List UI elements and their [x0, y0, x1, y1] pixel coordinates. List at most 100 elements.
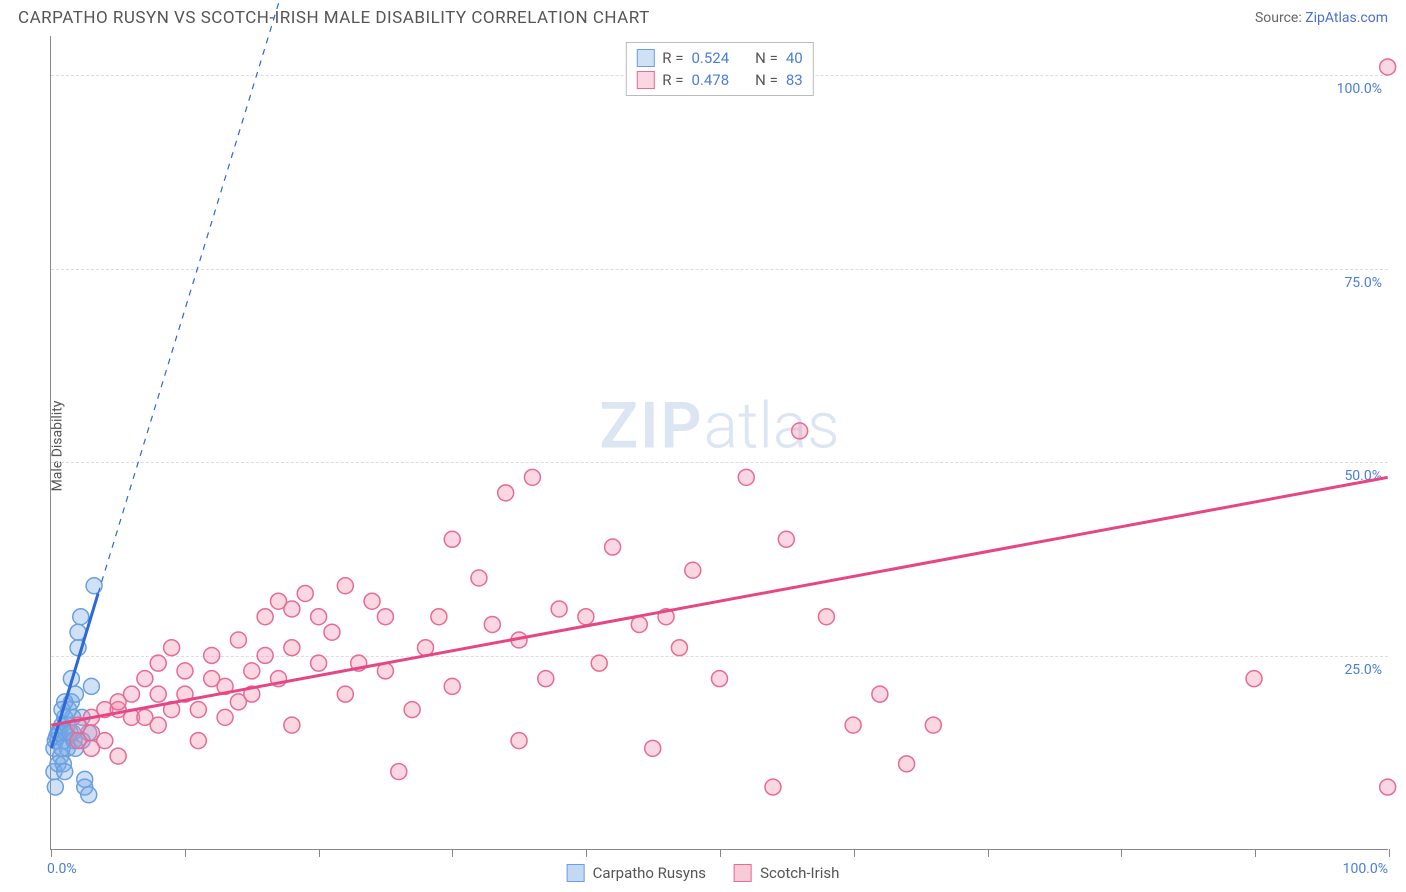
- legend-swatch: [734, 864, 752, 882]
- data-point: [925, 717, 941, 733]
- legend-r-value: 0.524: [691, 49, 729, 67]
- data-point: [845, 717, 861, 733]
- data-point: [54, 740, 70, 756]
- data-point: [645, 740, 661, 756]
- data-point: [284, 640, 300, 656]
- legend-swatch: [636, 49, 654, 67]
- data-point: [377, 609, 393, 625]
- data-point: [391, 764, 407, 780]
- data-point: [591, 655, 607, 671]
- x-tick: [319, 849, 320, 857]
- data-point: [47, 779, 63, 795]
- data-point: [190, 702, 206, 718]
- x-axis-max-label: 100.0%: [1343, 861, 1388, 877]
- data-point: [538, 671, 554, 687]
- data-point: [83, 678, 99, 694]
- x-tick: [720, 849, 721, 857]
- data-point: [471, 570, 487, 586]
- x-tick: [1255, 849, 1256, 857]
- data-point: [311, 609, 327, 625]
- data-point: [337, 686, 353, 702]
- trend-line: [51, 477, 1387, 725]
- data-point: [1246, 671, 1262, 687]
- data-point: [765, 779, 781, 795]
- data-point: [1380, 779, 1396, 795]
- data-point: [738, 469, 754, 485]
- x-tick: [586, 849, 587, 857]
- source-link[interactable]: ZipAtlas.com: [1305, 10, 1388, 26]
- data-point: [899, 756, 915, 772]
- data-point: [511, 733, 527, 749]
- data-point: [431, 609, 447, 625]
- x-tick: [1389, 849, 1390, 857]
- data-point: [150, 686, 166, 702]
- data-point: [578, 609, 594, 625]
- data-point: [444, 678, 460, 694]
- correlation-legend: R =0.524N =40R =0.478N =83: [625, 42, 813, 96]
- x-axis-min-label: 0.0%: [47, 861, 77, 877]
- legend-n-label: N =: [755, 49, 778, 67]
- data-point: [364, 593, 380, 609]
- data-point: [498, 485, 514, 501]
- data-point: [150, 717, 166, 733]
- data-point: [284, 601, 300, 617]
- data-point: [324, 624, 340, 640]
- data-point: [86, 578, 102, 594]
- legend-n-value: 40: [786, 49, 803, 67]
- data-point: [778, 531, 794, 547]
- data-point: [150, 655, 166, 671]
- data-point: [230, 632, 246, 648]
- x-tick: [988, 849, 989, 857]
- legend-row: R =0.478N =83: [636, 69, 802, 91]
- data-point: [73, 609, 89, 625]
- legend-row: R = 0.524 N = 40: [636, 47, 802, 69]
- data-point: [404, 702, 420, 718]
- data-point: [177, 663, 193, 679]
- data-point: [124, 686, 140, 702]
- trend-line-extrapolated: [98, 0, 399, 593]
- data-point: [551, 601, 567, 617]
- x-tick: [185, 849, 186, 857]
- source-attribution: Source: ZipAtlas.com: [1255, 10, 1388, 26]
- data-point: [337, 578, 353, 594]
- data-point: [257, 609, 273, 625]
- legend-n-label: N =: [755, 71, 778, 89]
- source-prefix: Source:: [1255, 10, 1305, 26]
- data-point: [444, 531, 460, 547]
- data-point: [204, 647, 220, 663]
- data-point: [190, 733, 206, 749]
- legend-swatch: [567, 864, 585, 882]
- data-point: [81, 787, 97, 803]
- x-tick: [452, 849, 453, 857]
- data-point: [257, 647, 273, 663]
- data-point: [631, 616, 647, 632]
- data-point: [217, 709, 233, 725]
- data-point: [244, 663, 260, 679]
- data-point: [792, 423, 808, 439]
- data-point: [484, 616, 500, 632]
- series-legend: Carpatho Rusyns Scotch-Irish: [567, 864, 840, 882]
- data-point: [605, 539, 621, 555]
- x-tick: [51, 849, 52, 857]
- legend-label: Scotch-Irish: [760, 864, 839, 882]
- data-point: [818, 609, 834, 625]
- data-point: [110, 748, 126, 764]
- legend-swatch: [636, 71, 654, 89]
- chart-title: CARPATHO RUSYN VS SCOTCH-IRISH MALE DISA…: [18, 8, 650, 28]
- legend-r-label: R =: [662, 71, 683, 89]
- data-point: [1380, 59, 1396, 75]
- scatter-svg: [51, 36, 1388, 849]
- legend-r-label: R =: [662, 49, 683, 67]
- legend-item: Scotch-Irish: [734, 864, 839, 882]
- data-point: [712, 671, 728, 687]
- data-point: [685, 562, 701, 578]
- data-point: [311, 655, 327, 671]
- data-point: [872, 686, 888, 702]
- legend-item: Carpatho Rusyns: [567, 864, 706, 882]
- chart-plot-area: ZIPatlas R =0.524N =40R =0.478N =83 25.0…: [50, 36, 1388, 850]
- legend-label: Carpatho Rusyns: [593, 864, 706, 882]
- data-point: [524, 469, 540, 485]
- legend-n-value: 83: [786, 71, 803, 89]
- data-point: [164, 640, 180, 656]
- data-point: [57, 764, 73, 780]
